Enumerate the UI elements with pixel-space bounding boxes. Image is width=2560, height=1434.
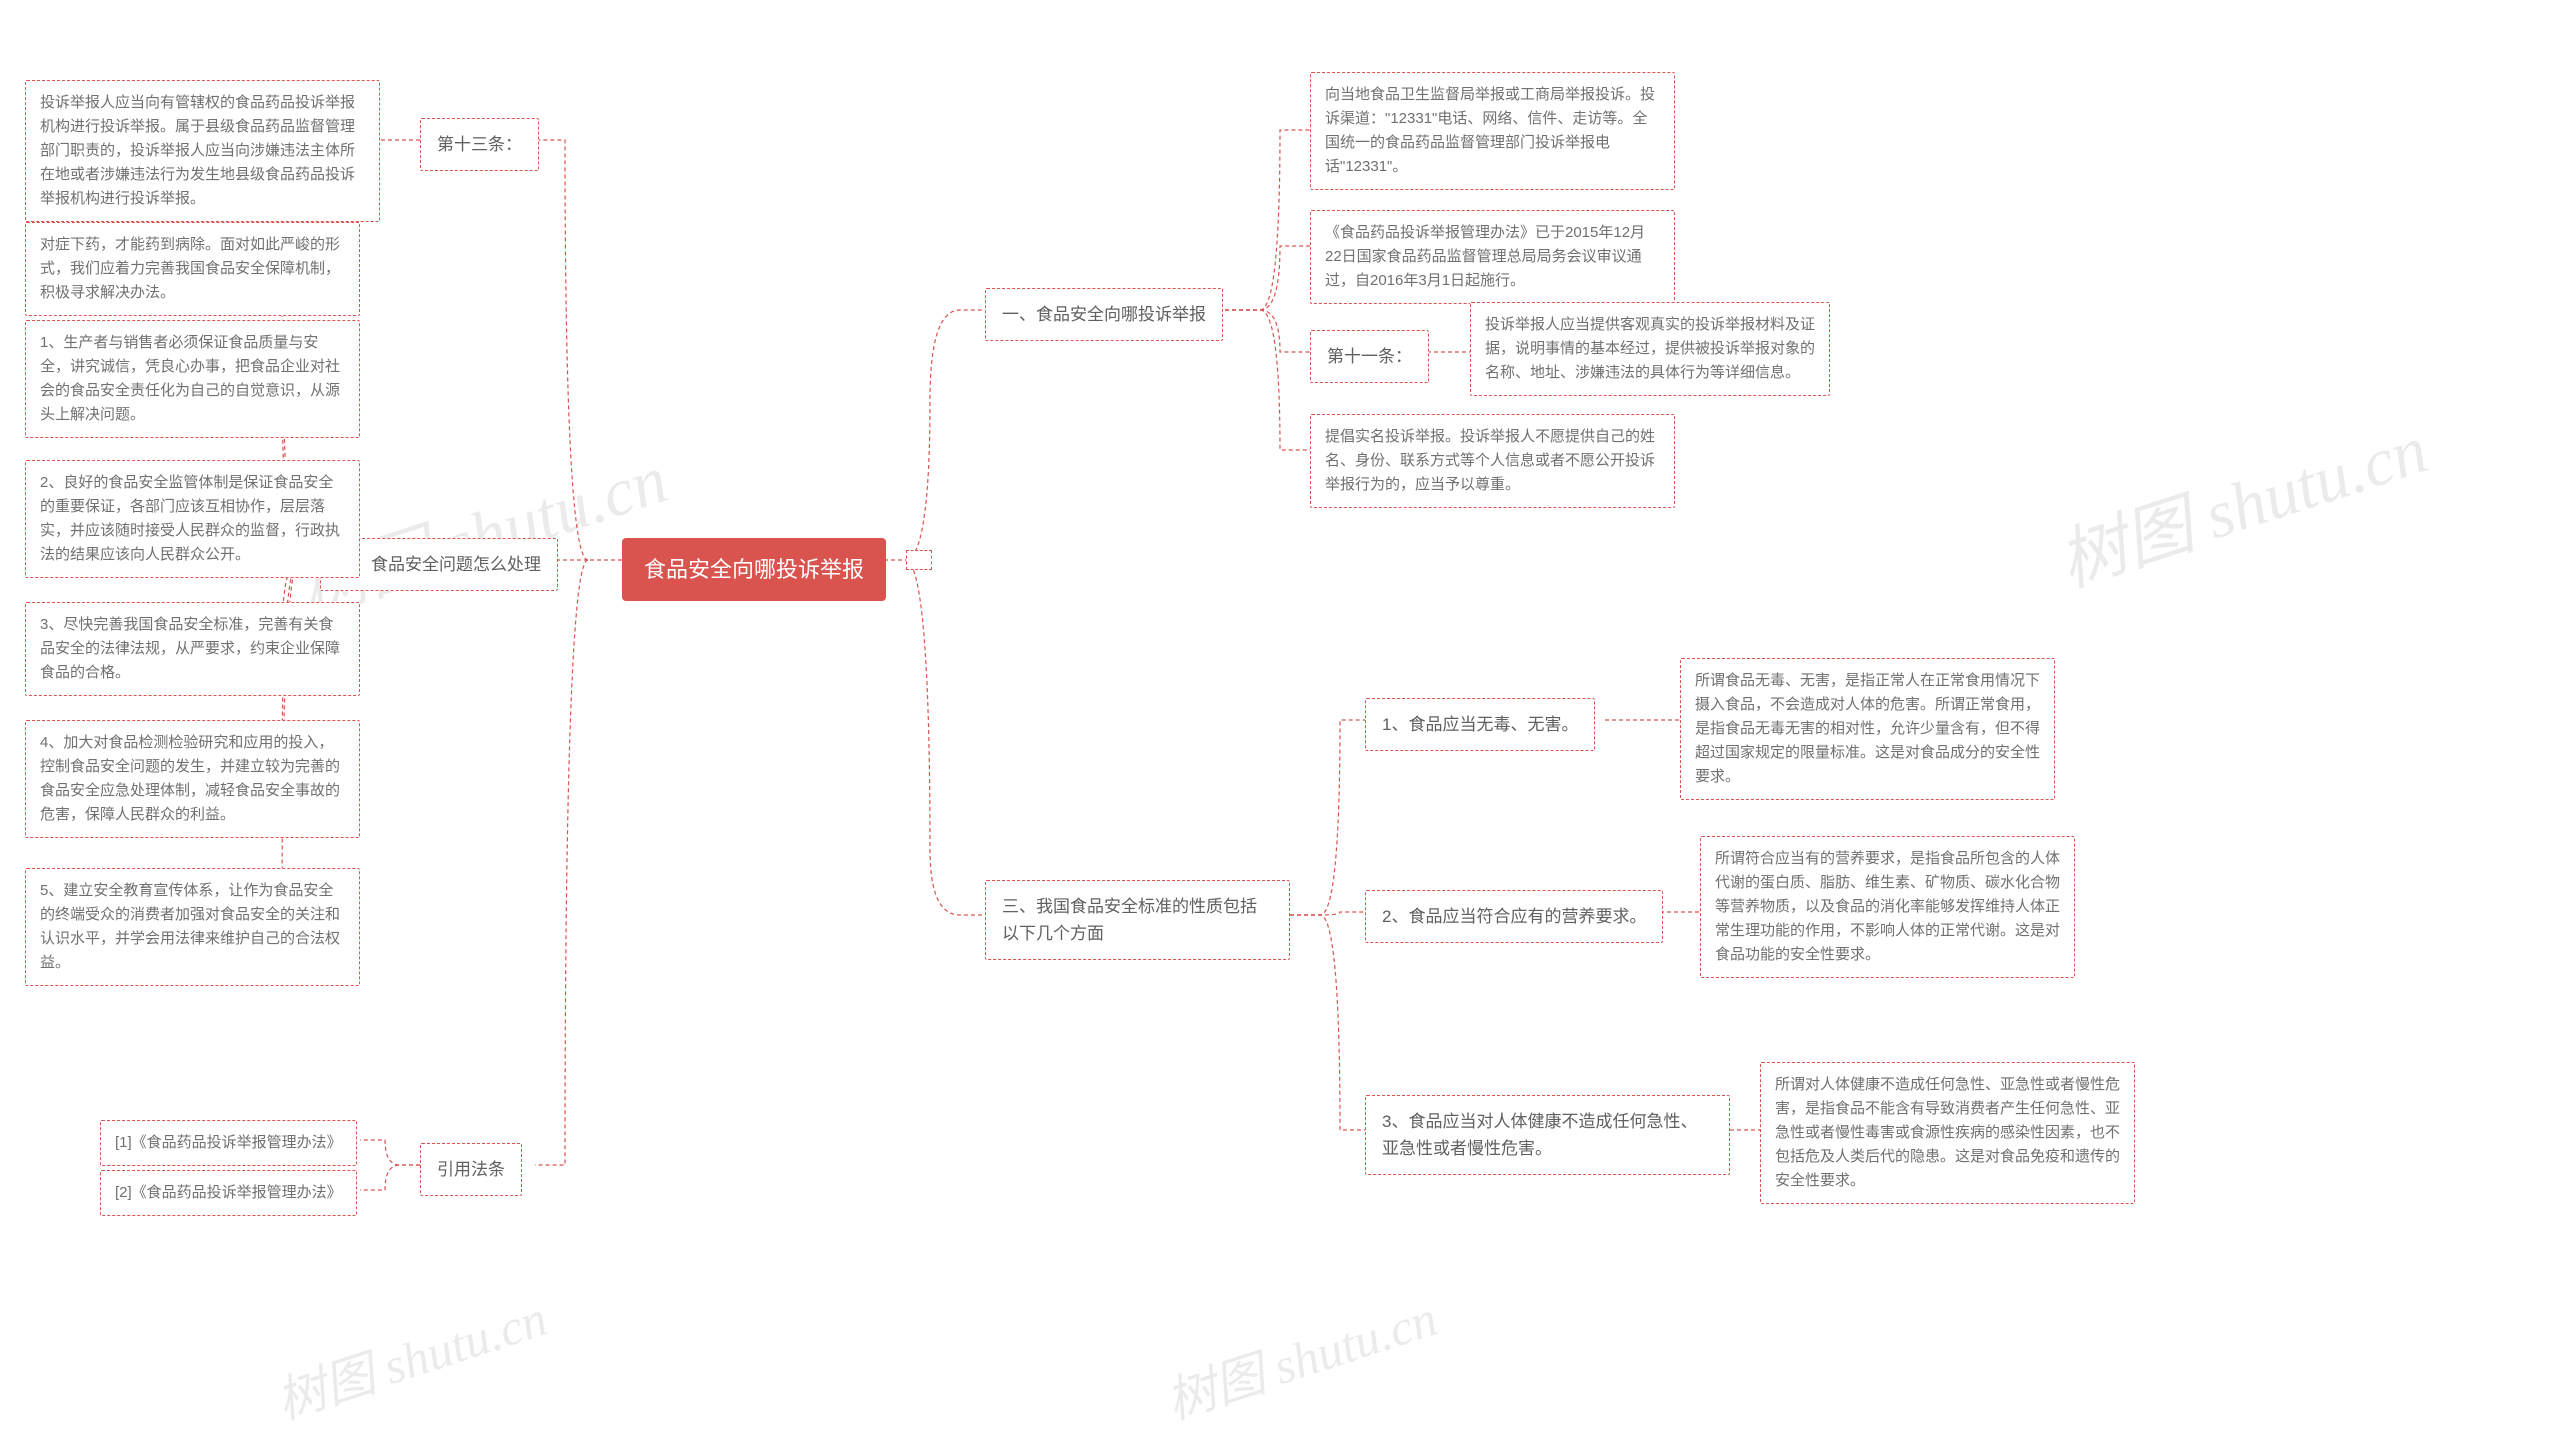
leaf-l2f: 5、建立安全教育宣传体系，让作为食品安全的终端受众的消费者加强对食品安全的关注和…: [25, 868, 360, 986]
leaf-r1d: 提倡实名投诉举报。投诉举报人不愿提供自己的姓名、身份、联系方式等个人信息或者不愿…: [1310, 414, 1675, 508]
leaf-r3c1: 所谓对人体健康不造成任何急性、亚急性或者慢性危害，是指食品不能含有导致消费者产生…: [1760, 1062, 2135, 1204]
leaf-l2e: 4、加大对食品检测检验研究和应用的投入，控制食品安全问题的发生，并建立较为完善的…: [25, 720, 360, 838]
leaf-r1b: 《食品药品投诉举报管理办法》已于2015年12月22日国家食品药品监督管理总局局…: [1310, 210, 1675, 304]
root-node[interactable]: 食品安全向哪投诉举报: [622, 538, 886, 601]
leaf-r3b1: 所谓符合应当有的营养要求，是指食品所包含的人体代谢的蛋白质、脂肪、维生素、矿物质…: [1700, 836, 2075, 978]
connector-lines: [0, 0, 2560, 1350]
leaf-r1a: 向当地食品卫生监督局举报或工商局举报投诉。投诉渠道："12331"电话、网络、信…: [1310, 72, 1675, 190]
branch-r1c[interactable]: 第十一条：: [1310, 330, 1429, 383]
leaf-lref2: [2]《食品药品投诉举报管理办法》: [100, 1170, 357, 1216]
leaf-l2c: 2、良好的食品安全监管体制是保证食品安全的重要保证，各部门应该互相协作，层层落实…: [25, 460, 360, 578]
leaf-l2d: 3、尽快完善我国食品安全标准，完善有关食品安全的法律法规，从严要求，约束企业保障…: [25, 602, 360, 696]
watermark: 树图 shutu.cn: [1156, 1278, 1445, 1433]
leaf-l2a: 对症下药，才能药到病除。面对如此严峻的形式，我们应着力完善我国食品安全保障机制，…: [25, 222, 360, 316]
leaf-r1c1: 投诉举报人应当提供客观真实的投诉举报材料及证据，说明事情的基本经过，提供被投诉举…: [1470, 302, 1830, 396]
leaf-l2b: 1、生产者与销售者必须保证食品质量与安全，讲究诚信，凭良心办事，把食品企业对社会…: [25, 320, 360, 438]
watermark: 树图 shutu.cn: [2044, 393, 2437, 605]
branch-r3b[interactable]: 2、食品应当符合应有的营养要求。: [1365, 890, 1663, 943]
branch-r3[interactable]: 三、我国食品安全标准的性质包括以下几个方面: [985, 880, 1290, 960]
branch-l13[interactable]: 第十三条：: [420, 118, 539, 171]
branch-r1[interactable]: 一、食品安全向哪投诉举报: [985, 288, 1223, 341]
leaf-r3a1: 所谓食品无毒、无害，是指正常人在正常食用情况下摄入食品，不会造成对人体的危害。所…: [1680, 658, 2055, 800]
branch-r3c[interactable]: 3、食品应当对人体健康不造成任何急性、亚急性或者慢性危害。: [1365, 1095, 1730, 1175]
stub-node: [906, 550, 932, 570]
branch-lref[interactable]: 引用法条: [420, 1143, 522, 1196]
leaf-lref1: [1]《食品药品投诉举报管理办法》: [100, 1120, 357, 1166]
leaf-l13-detail: 投诉举报人应当向有管辖权的食品药品投诉举报机构进行投诉举报。属于县级食品药品监督…: [25, 80, 380, 222]
branch-r3a[interactable]: 1、食品应当无毒、无害。: [1365, 698, 1595, 751]
watermark: 树图 shutu.cn: [266, 1278, 555, 1433]
